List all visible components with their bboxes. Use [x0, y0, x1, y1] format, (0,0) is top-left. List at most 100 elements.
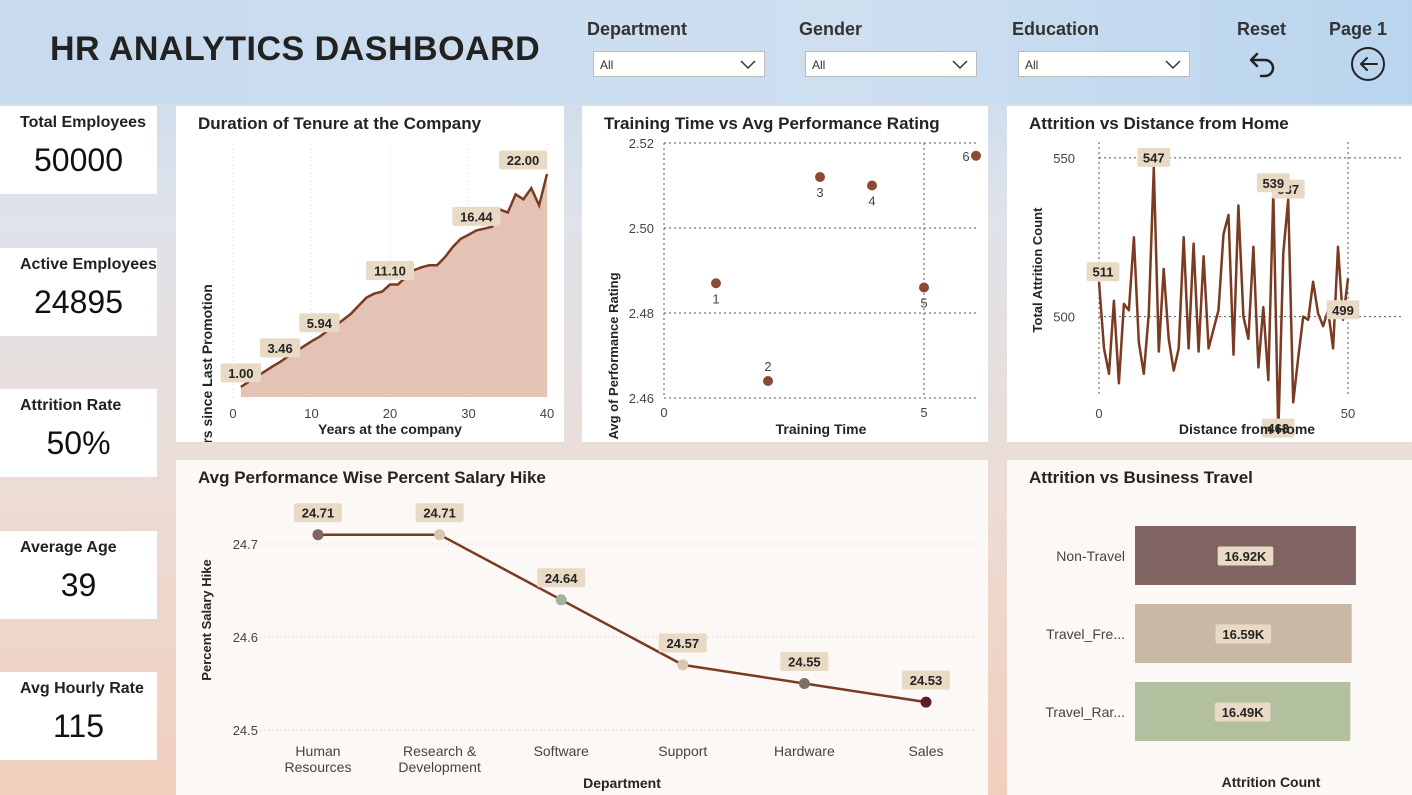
travel-data-label: 16.59K [1215, 624, 1272, 644]
distance-data-label-text: 539 [1262, 176, 1284, 191]
salary-data-label-text: 24.71 [423, 506, 456, 521]
training-y-tick: 2.52 [629, 136, 654, 151]
kpi-value: 39 [60, 567, 97, 603]
kpi-label: Total Employees [20, 114, 146, 131]
tenure-data-label-bg [452, 206, 501, 226]
salary-data-label: 24.64 [537, 568, 586, 588]
kpi-label: Attrition Rate [20, 397, 122, 414]
distance-data-label-text: 511 [1093, 265, 1114, 280]
salary-data-label-text: 24.71 [302, 506, 335, 521]
travel-x-axis-label: Attrition Count [1222, 774, 1321, 790]
training-point[interactable] [867, 180, 877, 191]
tenure-data-label-text: 16.44 [460, 209, 493, 224]
tenure-data-label-text: 22.00 [507, 153, 540, 168]
training-point[interactable] [971, 150, 981, 161]
training-x-tick: 0 [660, 405, 667, 420]
distance-data-label-bg [1256, 173, 1290, 193]
department-filter-dropdown[interactable]: All [593, 51, 765, 77]
undo-arrow-icon[interactable] [1248, 48, 1278, 78]
salary-point[interactable] [434, 529, 446, 541]
kpi-label: Avg Hourly Rate [20, 680, 144, 697]
tenure-x-tick: 30 [461, 406, 475, 421]
distance-data-label: 547 [1137, 147, 1171, 167]
travel-data-label-text: 16.92K [1225, 549, 1268, 564]
travel-bar-chart[interactable]: Non-Travel 16.92K Travel_Fre... 16.59K Trave… [1007, 460, 1412, 795]
salary-point[interactable] [920, 696, 932, 708]
gender-filter-value: All [812, 58, 826, 72]
gender-filter-dropdown[interactable]: All [805, 51, 977, 77]
salary-y-tick: 24.7 [233, 537, 258, 552]
training-x-axis-label: Training Time [776, 421, 867, 437]
training-scatter-chart[interactable]: 2.52 2.50 2.48 2.46 0 5 1 2 3 4 5 6 Training Time … [582, 106, 988, 442]
training-y-tick: 2.50 [629, 221, 654, 236]
kpi-label: Active Employees [20, 256, 157, 273]
tenure-x-tick: 10 [304, 406, 318, 421]
salary-data-label: 24.55 [780, 652, 829, 671]
training-point[interactable] [815, 172, 825, 182]
training-point[interactable] [763, 376, 773, 386]
education-filter-value: All [1025, 58, 1039, 72]
salary-data-label-bg [902, 670, 950, 690]
tenure-data-label-bg [299, 313, 340, 333]
tenure-data-label: 16.44 [452, 206, 501, 226]
training-point-label: 3 [816, 185, 823, 200]
tenure-chart-title: Duration of Tenure at the Company [198, 114, 482, 133]
salary-data-label: 24.71 [294, 503, 342, 523]
salary-data-label-text: 24.53 [910, 673, 943, 688]
salary-line [318, 533, 927, 704]
salary-x-tick: Development [398, 759, 481, 775]
tenure-x-tick: 0 [229, 406, 236, 421]
travel-data-label-text: 16.49K [1222, 705, 1265, 720]
back-circle-arrow-icon[interactable] [1350, 46, 1386, 82]
chevron-down-icon [1165, 60, 1181, 70]
distance-data-label-bg [1326, 300, 1360, 320]
salary-point[interactable] [312, 529, 324, 541]
travel-chart-panel: Attrition vs Business Travel Non-Travel 1… [1007, 460, 1412, 795]
distance-data-label-bg [1137, 147, 1171, 167]
distance-data-label-text: 499 [1332, 303, 1354, 318]
salary-data-label-bg [780, 652, 829, 671]
salary-point[interactable] [555, 594, 567, 606]
tenure-x-axis-label: Years at the company [318, 421, 462, 437]
travel-data-label-bg [1215, 624, 1272, 644]
salary-data-label-bg [537, 568, 586, 588]
tenure-y-axis-label: Years since Last Promotion [199, 284, 215, 442]
tenure-data-label-text: 11.10 [374, 263, 406, 278]
tenure-data-label-bg [259, 338, 301, 358]
salary-x-axis-label: Department [583, 775, 661, 791]
training-x-tick: 5 [920, 405, 927, 420]
training-point-label: 6 [962, 149, 969, 164]
training-point-label: 2 [764, 359, 771, 374]
kpi-card-total-employees: Total Employees 50000 [0, 106, 157, 194]
gender-filter-label: Gender [799, 19, 863, 39]
distance-y-tick: 500 [1053, 310, 1075, 325]
education-filter-dropdown[interactable]: All [1018, 51, 1190, 77]
salary-data-label-bg [294, 503, 342, 523]
distance-data-label-bg [1086, 262, 1120, 282]
tenure-data-label: 5.94 [299, 313, 340, 333]
tenure-x-tick: 20 [383, 406, 397, 421]
distance-chart-title: Attrition vs Distance from Home [1029, 114, 1289, 133]
salary-point[interactable] [677, 659, 689, 671]
kpi-card-attrition-rate: Attrition Rate 50% [0, 389, 157, 477]
salary-line-chart[interactable]: 24.7 24.6 24.5 24.71 24.71 24.64 24.57 24.55 24… [176, 460, 988, 795]
distance-chart-panel: Attrition vs Distance from Home 550 500 0 5… [1007, 106, 1412, 442]
training-point[interactable] [919, 282, 929, 293]
tenure-data-label: 1.00 [220, 363, 262, 383]
kpi-value: 50% [46, 425, 111, 461]
travel-data-label-text: 16.59K [1222, 627, 1265, 642]
distance-data-label: 499 [1326, 300, 1360, 320]
tenure-data-label-text: 3.46 [267, 341, 292, 356]
salary-x-tick: Research & [403, 743, 477, 759]
travel-data-label-bg [1217, 546, 1274, 566]
tenure-area-chart[interactable]: 1.00 3.46 5.94 11.10 16.44 22.00 0 10 20 30 40 Ye… [176, 106, 564, 442]
tenure-data-label-text: 1.00 [228, 366, 253, 381]
kpi-value: 24895 [34, 284, 123, 320]
distance-x-tick: 50 [1341, 406, 1355, 421]
travel-chart-title: Attrition vs Business Travel [1029, 468, 1253, 487]
training-point[interactable] [711, 278, 721, 289]
salary-chart-panel: Avg Performance Wise Percent Salary Hike… [176, 460, 988, 795]
travel-data-label: 16.49K [1214, 702, 1271, 722]
salary-point[interactable] [798, 678, 810, 689]
